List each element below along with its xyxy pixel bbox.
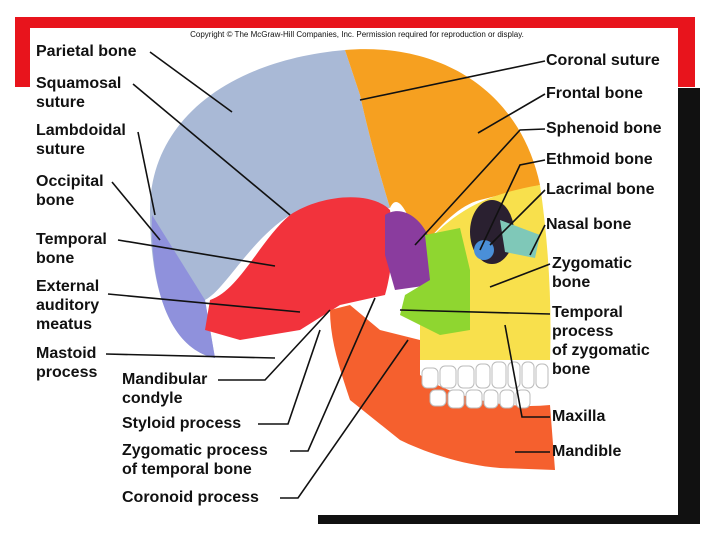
leader-lines	[105, 51, 551, 499]
label: bone	[36, 192, 74, 209]
label: Coronoid process	[122, 489, 259, 506]
label: bone	[36, 250, 74, 267]
label: Zygomatic	[552, 255, 632, 272]
label: of zygomatic	[552, 342, 650, 359]
label: of temporal bone	[122, 461, 252, 478]
copyright: Copyright © The McGraw-Hill Companies, I…	[190, 30, 524, 39]
label: External	[36, 278, 99, 295]
label: Mandible	[552, 443, 621, 460]
label: Styloid process	[122, 415, 241, 432]
label: Nasal bone	[546, 216, 631, 233]
zygomatic-bone	[400, 228, 470, 335]
label: Lambdoidal	[36, 122, 126, 139]
label: suture	[36, 94, 85, 111]
frame-black	[675, 88, 700, 523]
label: process	[36, 364, 97, 381]
label: Coronal suture	[546, 52, 660, 69]
temporal-bone	[205, 197, 393, 340]
lacrimal-bone	[474, 240, 494, 260]
nasal-bone	[500, 220, 540, 258]
label: Lacrimal bone	[546, 181, 655, 198]
label: Occipital	[36, 173, 104, 190]
label: condyle	[122, 390, 183, 407]
label: Frontal bone	[546, 85, 643, 102]
label: Temporal	[36, 231, 107, 248]
frontal-bone	[345, 49, 540, 250]
label: Mastoid	[36, 345, 96, 362]
teeth	[421, 361, 549, 409]
occipital-bone	[151, 215, 215, 358]
label: auditory	[36, 297, 99, 314]
labels: Parietal bone Squamosal suture Lambdoidal su…	[36, 43, 662, 506]
parietal-bone	[150, 50, 390, 358]
label: Mandibular	[122, 371, 207, 388]
label: Maxilla	[552, 408, 605, 425]
label: Zygomatic process	[122, 442, 268, 459]
label: Parietal bone	[36, 43, 137, 60]
label: process	[552, 323, 613, 340]
label: Temporal	[552, 304, 623, 321]
label: Sphenoid bone	[546, 120, 662, 137]
label: bone	[552, 361, 590, 378]
sphenoid-bone	[385, 211, 430, 290]
label: suture	[36, 141, 85, 158]
label: bone	[552, 274, 590, 291]
skull	[150, 49, 555, 470]
label: meatus	[36, 316, 92, 333]
label: Squamosal	[36, 75, 121, 92]
label: Ethmoid bone	[546, 151, 653, 168]
